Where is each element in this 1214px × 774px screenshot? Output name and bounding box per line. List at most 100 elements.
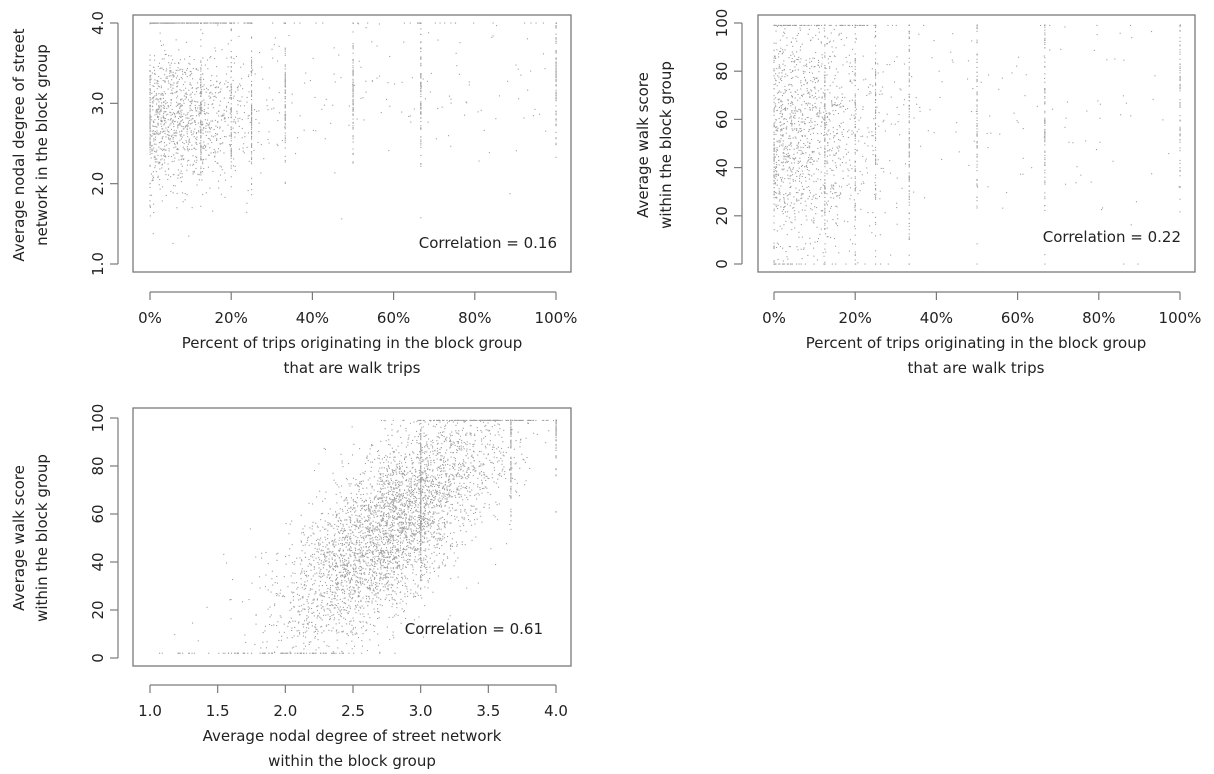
scatter-point (811, 109, 813, 111)
scatter-point (806, 88, 808, 90)
scatter-point (385, 480, 387, 482)
scatter-point (780, 77, 782, 79)
scatter-point (278, 45, 280, 47)
scatter-point (183, 134, 185, 136)
scatter-point (884, 130, 886, 132)
scatter-point (854, 190, 856, 192)
scatter-point (237, 104, 239, 106)
scatter-point (352, 125, 354, 127)
scatter-point (791, 110, 793, 112)
scatter-point (781, 168, 783, 170)
scatter-point (186, 22, 188, 24)
scatter-point (808, 91, 810, 93)
scatter-point (555, 38, 557, 40)
scatter-point (180, 177, 182, 179)
scatter-point (180, 112, 182, 114)
scatter-point (420, 140, 422, 142)
scatter-point (185, 92, 187, 94)
scatter-point (214, 160, 216, 162)
scatter-point (182, 192, 184, 194)
scatter-point (801, 151, 803, 153)
scatter-point (779, 39, 781, 41)
scatter-point (194, 22, 196, 24)
scatter-point (205, 125, 207, 127)
scatter-point (402, 584, 404, 586)
scatter-point (191, 207, 193, 209)
scatter-point (778, 99, 780, 101)
scatter-point (158, 184, 160, 186)
scatter-point (344, 591, 346, 593)
scatter-point (352, 135, 354, 137)
scatter-point (838, 185, 840, 187)
scatter-point (284, 107, 286, 109)
scatter-point (190, 115, 192, 117)
scatter-point (158, 146, 160, 148)
scatter-point (334, 81, 336, 83)
scatter-point (200, 103, 202, 105)
scatter-point (357, 22, 359, 24)
scatter-point (801, 197, 803, 199)
scatter-point (174, 185, 176, 187)
scatter-point (824, 103, 826, 105)
scatter-point (781, 116, 783, 118)
scatter-point (251, 143, 253, 145)
scatter-point (173, 75, 175, 77)
scatter-point (358, 567, 360, 569)
scatter-point (439, 22, 441, 24)
scatter-point (369, 541, 371, 543)
scatter-point (200, 86, 202, 88)
scatter-point (839, 146, 841, 148)
scatter-point (416, 421, 418, 423)
scatter-point (824, 187, 826, 189)
scatter-point (190, 131, 192, 133)
scatter-point (783, 198, 785, 200)
scatter-point (854, 33, 856, 35)
scatter-point (811, 151, 813, 153)
scatter-point (149, 111, 151, 113)
scatter-point (783, 123, 785, 125)
scatter-point (182, 22, 184, 24)
scatter-point (169, 142, 171, 144)
scatter-point (185, 124, 187, 126)
scatter-point (163, 101, 165, 103)
scatter-point (812, 128, 814, 130)
scatter-point (395, 593, 397, 595)
scatter-point (832, 110, 834, 112)
scatter-point (842, 178, 844, 180)
scatter-point (469, 432, 471, 434)
scatter-point (180, 159, 182, 161)
scatter-point (417, 547, 419, 549)
scatter-point (171, 89, 173, 91)
scatter-point (901, 187, 903, 189)
scatter-point (1016, 120, 1018, 122)
scatter-point (1044, 88, 1046, 90)
scatter-point (228, 135, 230, 137)
scatter-point (923, 24, 925, 26)
scatter-point (555, 62, 557, 64)
scatter-point (378, 23, 380, 25)
scatter-point (779, 141, 781, 143)
scatter-point (515, 150, 517, 152)
scatter-point (789, 135, 791, 137)
scatter-point (808, 156, 810, 158)
scatter-point (811, 219, 813, 221)
scatter-point (205, 134, 207, 136)
scatter-point (448, 493, 450, 495)
scatter-point (976, 117, 978, 119)
scatter-point (976, 178, 978, 180)
scatter-point (816, 198, 818, 200)
scatter-point (784, 201, 786, 203)
scatter-point (457, 464, 459, 466)
scatter-point (1162, 119, 1164, 121)
scatter-point (187, 22, 189, 24)
scatter-point (230, 51, 232, 53)
scatter-point (420, 91, 422, 93)
scatter-point (1044, 90, 1046, 92)
scatter-point (976, 81, 978, 83)
scatter-point (867, 145, 869, 147)
scatter-point (157, 123, 159, 125)
scatter-point (794, 66, 796, 68)
scatter-point (908, 196, 910, 198)
scatter-point (830, 32, 832, 34)
scatter-point (812, 57, 814, 59)
